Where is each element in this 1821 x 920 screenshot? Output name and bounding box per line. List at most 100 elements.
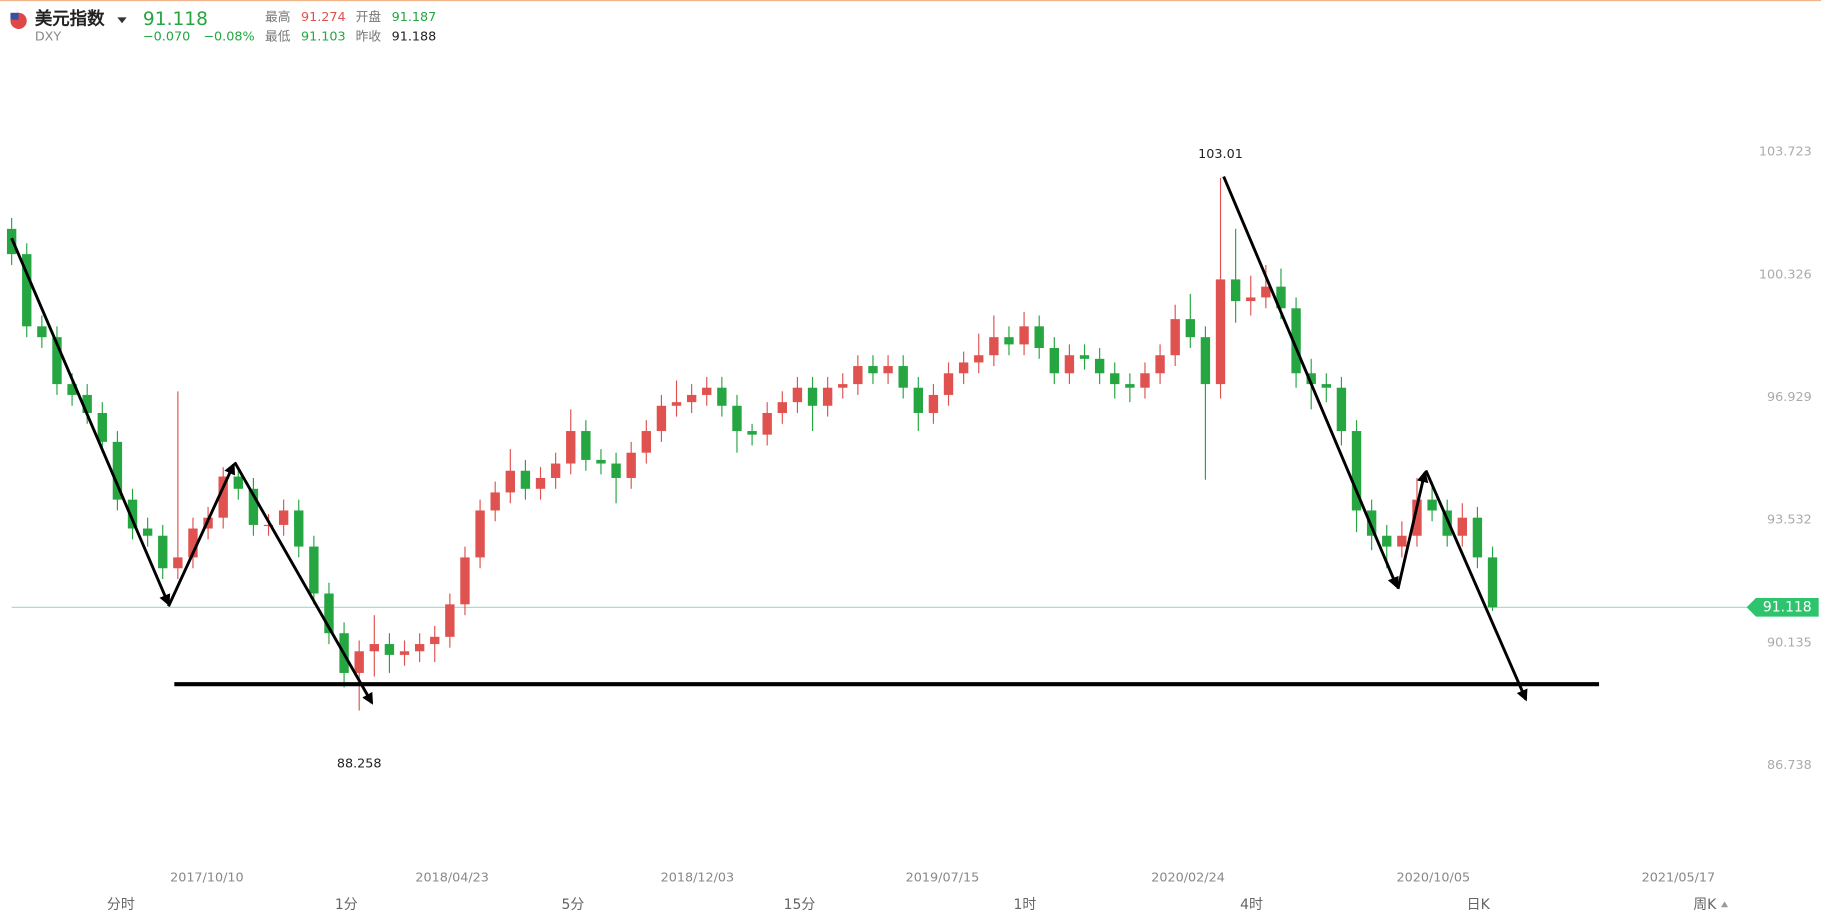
candle-body bbox=[188, 528, 198, 558]
candle-body bbox=[1366, 510, 1377, 536]
candle-body bbox=[1155, 355, 1165, 374]
arrow bbox=[1424, 469, 1528, 702]
candle-body bbox=[233, 476, 243, 489]
candle-body bbox=[460, 557, 470, 605]
candle-body bbox=[1457, 517, 1467, 536]
stat-value: 91.188 bbox=[392, 30, 437, 45]
candle-body bbox=[354, 651, 364, 673]
period-tab[interactable]: 15分 bbox=[784, 897, 816, 913]
candle-body bbox=[112, 441, 123, 500]
candle-body bbox=[142, 528, 153, 536]
period-tab[interactable]: 日K bbox=[1467, 897, 1491, 913]
candle-body bbox=[883, 366, 893, 374]
period-tab[interactable]: 1时 bbox=[1014, 897, 1037, 913]
candle-body bbox=[263, 524, 274, 527]
candle-body bbox=[294, 510, 304, 547]
stat-label: 开盘 bbox=[356, 9, 382, 25]
symbol-name[interactable]: 美元指数 bbox=[35, 9, 105, 30]
candle-body bbox=[1306, 373, 1316, 385]
y-tick-label: 86.738 bbox=[1767, 758, 1812, 773]
x-tick-label: 2020/02/24 bbox=[1151, 871, 1225, 886]
candle-body bbox=[1064, 355, 1075, 374]
candle-body bbox=[762, 412, 772, 435]
x-tick-label: 2018/04/23 bbox=[415, 871, 489, 886]
candle-body bbox=[1487, 557, 1498, 608]
candle-body bbox=[958, 362, 969, 374]
period-tab[interactable]: 1分 bbox=[335, 897, 358, 913]
candle-body bbox=[67, 384, 77, 395]
price: 91.118 bbox=[143, 9, 208, 30]
candle-body bbox=[1442, 510, 1452, 536]
y-tick-label: 100.326 bbox=[1759, 267, 1812, 282]
candle-body bbox=[384, 644, 395, 655]
change: −0.070 bbox=[143, 30, 190, 45]
candle-body bbox=[1004, 337, 1014, 345]
candle-body bbox=[430, 636, 440, 645]
candle-body bbox=[1382, 535, 1392, 547]
candle-body bbox=[37, 326, 47, 338]
candle-body bbox=[1427, 499, 1437, 511]
extreme-label: 88.258 bbox=[337, 756, 382, 771]
candle-body bbox=[943, 373, 954, 395]
candle-body bbox=[686, 394, 697, 403]
candle-body bbox=[838, 384, 848, 388]
candle-body bbox=[1336, 387, 1347, 432]
candle-body bbox=[1170, 319, 1180, 356]
stat-label: 最高 bbox=[265, 9, 291, 25]
candle-body bbox=[566, 431, 576, 464]
stat-value: 91.103 bbox=[301, 30, 346, 45]
candle-body bbox=[158, 535, 168, 569]
candle-body bbox=[1291, 308, 1301, 374]
candle-body bbox=[792, 387, 803, 403]
x-tick-label: 2018/12/03 bbox=[661, 871, 735, 886]
candle-body bbox=[535, 477, 546, 489]
candle-body bbox=[1261, 286, 1271, 298]
candle-body bbox=[747, 431, 757, 435]
period-tab[interactable]: 周K bbox=[1693, 897, 1717, 913]
candle-body bbox=[671, 402, 682, 406]
candle-body bbox=[1246, 297, 1256, 302]
change-pct: −0.08% bbox=[203, 30, 254, 45]
period-tab[interactable]: 分时 bbox=[107, 897, 135, 913]
candle-body bbox=[641, 431, 651, 453]
candle-body bbox=[1079, 355, 1090, 359]
candle-body bbox=[475, 510, 485, 558]
y-tick-label: 90.135 bbox=[1767, 635, 1812, 650]
candle-body bbox=[1276, 286, 1286, 309]
candle-body bbox=[1472, 517, 1483, 558]
candle-body bbox=[1230, 279, 1241, 302]
sort-icon[interactable] bbox=[1721, 901, 1729, 908]
extreme-label: 103.01 bbox=[1198, 147, 1243, 162]
last-price-tag bbox=[1746, 598, 1819, 617]
x-tick-label: 2020/10/05 bbox=[1396, 871, 1470, 886]
candle-body bbox=[22, 254, 32, 327]
candle-body bbox=[1351, 431, 1362, 511]
candle-body bbox=[490, 492, 500, 511]
arrow bbox=[1396, 470, 1429, 590]
plot: 103.723 100.326 96.929 93.532 90.135 86.738 20… bbox=[6, 145, 1819, 886]
candle-body bbox=[248, 488, 259, 525]
candle-body bbox=[399, 651, 410, 655]
candle-body bbox=[82, 394, 92, 413]
candle-body bbox=[974, 355, 984, 363]
flag-canton bbox=[10, 12, 19, 20]
arrow bbox=[233, 461, 374, 705]
candle-body bbox=[989, 337, 999, 356]
candle-body bbox=[1200, 337, 1211, 385]
candle-body bbox=[520, 470, 531, 489]
candle-body bbox=[127, 499, 138, 529]
candle-body bbox=[173, 557, 183, 569]
candle-body bbox=[445, 604, 455, 637]
period-tab[interactable]: 4时 bbox=[1240, 897, 1263, 913]
candle-body bbox=[218, 476, 228, 518]
period-tab[interactable]: 5分 bbox=[562, 897, 585, 913]
candle-body bbox=[656, 405, 667, 432]
y-tick-label: 103.723 bbox=[1759, 145, 1812, 160]
stat-value: 91.274 bbox=[301, 10, 346, 25]
dropdown-icon[interactable] bbox=[117, 17, 127, 24]
candle-body bbox=[807, 387, 818, 406]
candle-body bbox=[1094, 358, 1105, 374]
candle-body bbox=[626, 452, 636, 478]
